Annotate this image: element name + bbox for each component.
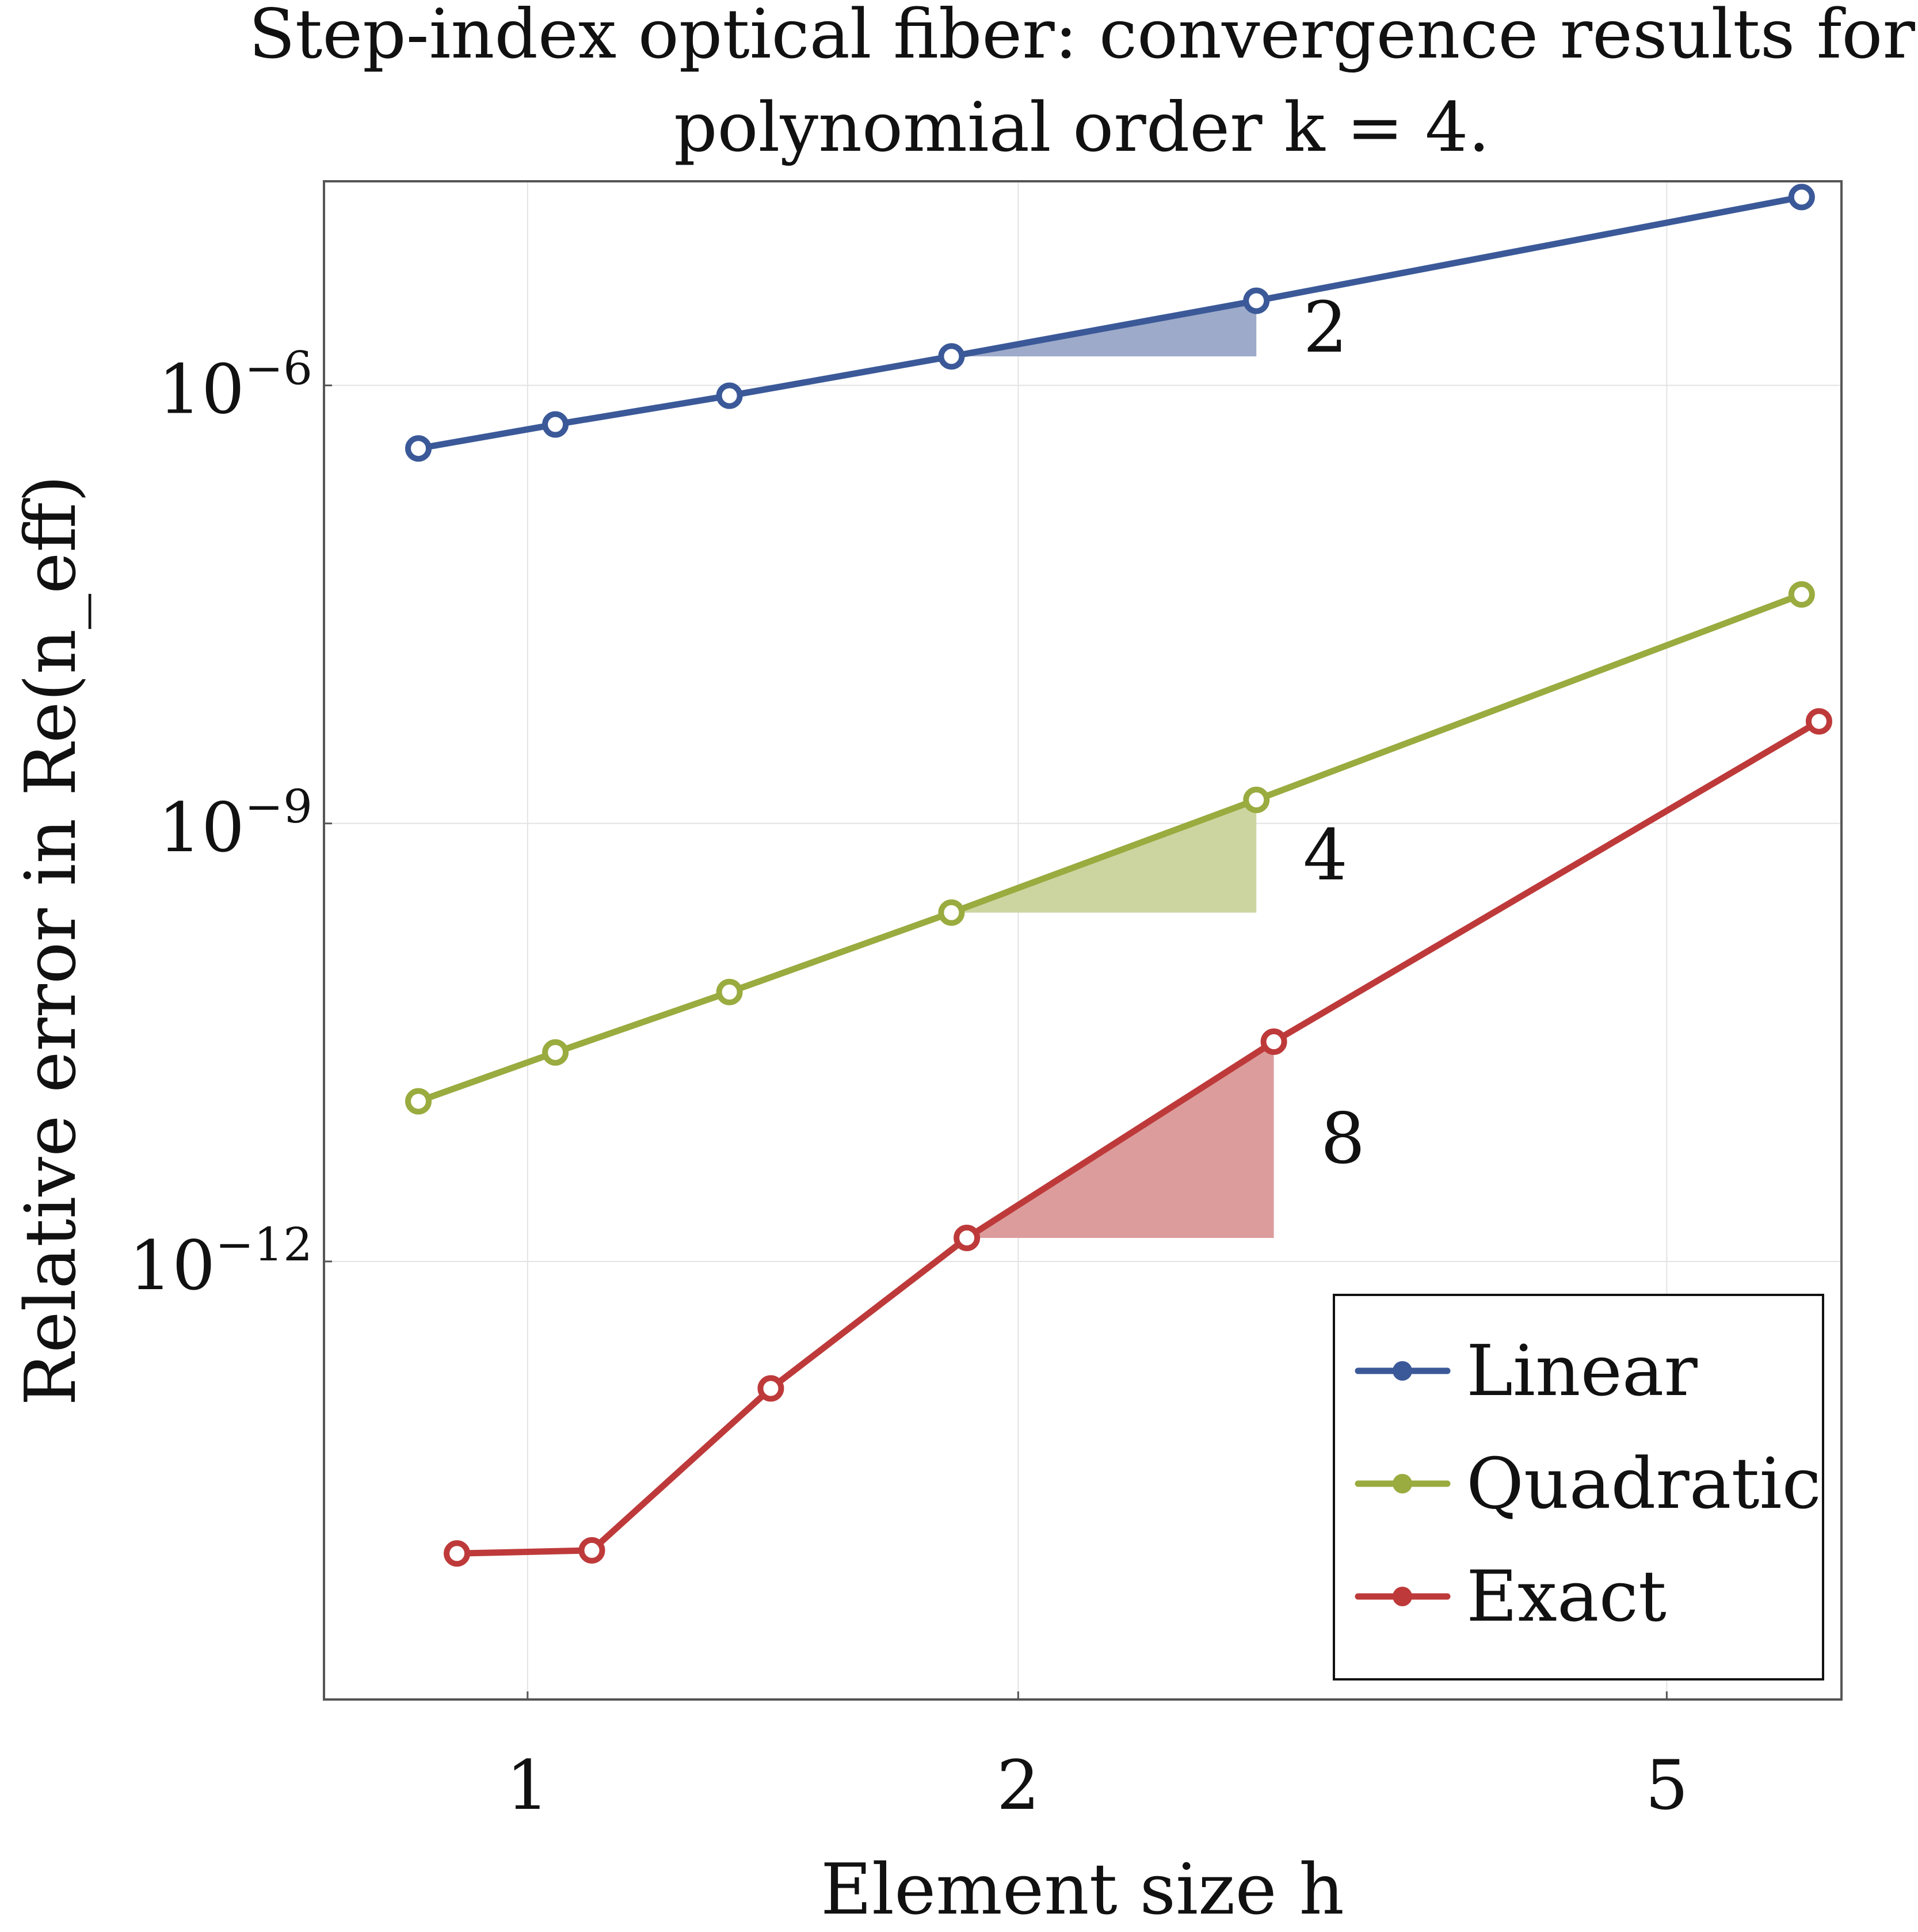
series-line-quadratic	[415, 591, 1805, 1105]
legend-label-exact: Exact	[1466, 1556, 1667, 1637]
legend-label-linear: Linear	[1466, 1330, 1698, 1412]
plot-frame	[323, 180, 1843, 1701]
x-tick-label: 5	[1645, 1746, 1688, 1825]
y-tick-exponent: −6	[245, 342, 312, 395]
slope-label-quadratic: 4	[1303, 814, 1348, 896]
data-point-exact	[1260, 1028, 1287, 1055]
slope-triangles: 2 4 8	[951, 287, 1365, 1238]
legend-box	[1333, 1294, 1824, 1681]
series-line-linear	[415, 193, 1805, 452]
x-axis-label: Element size h	[821, 1849, 1344, 1930]
data-point-exact	[954, 1224, 981, 1251]
data-series	[405, 184, 1832, 1567]
data-point-linear	[1243, 287, 1270, 314]
data-point-quadratic	[938, 899, 965, 926]
data-point-linear	[938, 343, 965, 370]
series-line-exact	[453, 718, 1822, 1557]
y-tick-label: 10−9	[158, 780, 312, 867]
data-point-quadratic	[1243, 786, 1270, 813]
legend-marker-exact	[1393, 1587, 1412, 1606]
data-point-exact	[1805, 708, 1832, 735]
slope-label-linear: 2	[1303, 287, 1348, 368]
y-axis-ticks: 10−6 10−9 10−12	[129, 342, 332, 1305]
legend-marker-quadratic	[1393, 1474, 1412, 1493]
x-axis-ticks: 1 2 5	[506, 1691, 1688, 1825]
data-point-exact	[757, 1375, 784, 1402]
data-point-quadratic	[542, 1039, 569, 1066]
data-point-linear	[542, 411, 569, 438]
y-axis-label: Relative error in Re(n_eff)	[10, 475, 91, 1405]
legend-marker-linear	[1393, 1361, 1412, 1381]
y-tick-exponent: −12	[215, 1218, 312, 1271]
y-tick-exponent: −9	[245, 780, 312, 833]
chart-title-line2: polynomial order k = 4.	[674, 87, 1490, 167]
y-tick-label: 10−6	[158, 342, 312, 429]
data-point-quadratic	[1788, 581, 1815, 608]
grid-lines	[324, 181, 1841, 1699]
slope-label-exact: 8	[1321, 1098, 1366, 1179]
data-point-linear	[1788, 184, 1815, 211]
data-point-quadratic	[716, 978, 743, 1005]
x-tick-label: 2	[997, 1746, 1040, 1825]
data-point-linear	[405, 435, 432, 462]
chart-title-line1: Step-index optical fiber: convergence re…	[249, 0, 1915, 74]
data-point-quadratic	[405, 1088, 432, 1115]
legend: Linear Quadratic Exact	[1333, 1294, 1824, 1681]
data-point-exact	[444, 1540, 471, 1567]
y-tick-label: 10−12	[129, 1218, 312, 1305]
data-point-exact	[578, 1537, 605, 1564]
x-tick-label: 1	[506, 1746, 549, 1825]
data-point-linear	[716, 382, 743, 409]
legend-label-quadratic: Quadratic	[1466, 1443, 1821, 1525]
